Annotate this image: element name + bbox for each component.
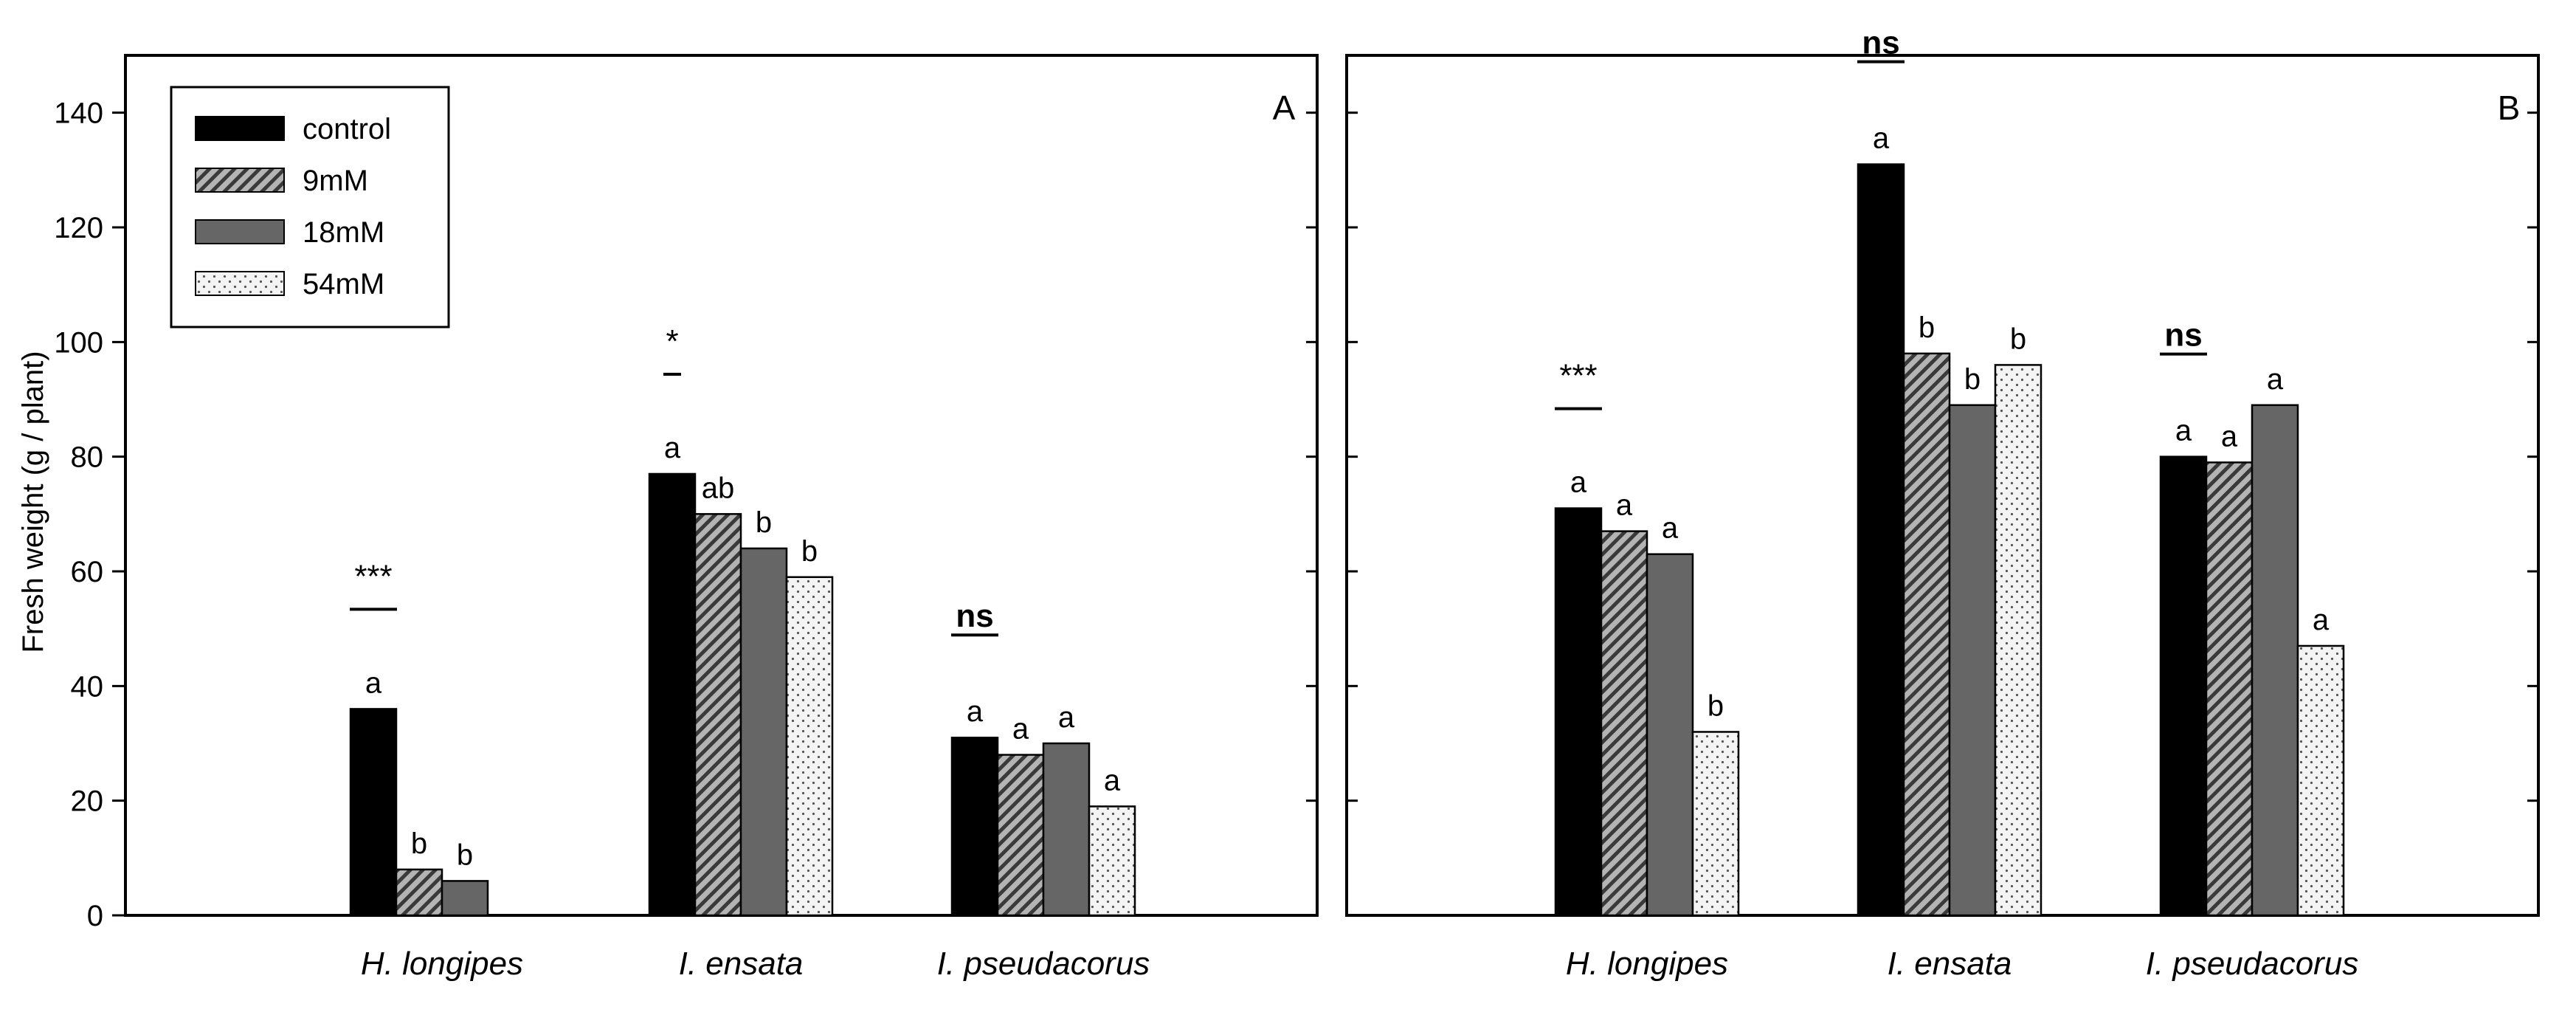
y-tick-label-120: 120 (54, 212, 103, 244)
bar-A-1-18mM (739, 547, 788, 917)
letter-B-2-control: a (2175, 415, 2192, 447)
category-label-B-0: H. longipes (1566, 946, 1728, 982)
y-tick-label-140: 140 (54, 97, 103, 130)
bar-A-2-control (950, 736, 999, 917)
letter-B-0-18mM: a (1662, 512, 1679, 545)
bar-A-1-control (648, 472, 697, 917)
letter-A-1-18mM: b (756, 506, 772, 539)
category-label-A-0: H. longipes (361, 946, 523, 982)
bar-A-2-9mM (996, 754, 1045, 917)
bar-B-2-54mM (2296, 644, 2345, 917)
letter-B-1-54mM: b (2010, 323, 2026, 355)
legend-label-9mM: 9mM (303, 165, 368, 197)
bar-A-2-18mM (1042, 742, 1091, 917)
bar-A-1-9mM (694, 513, 742, 917)
letter-A-0-control: a (365, 667, 382, 699)
axes-layer: 0 20 40 60 80 100 120 140 H. longipes I. ensata I.… (54, 97, 2538, 982)
significance-B-0: *** (1559, 358, 1597, 394)
bar-B-2-18mM (2251, 404, 2299, 917)
letter-B-1-control: a (1873, 123, 1890, 155)
letter-A-2-9mM: a (1012, 713, 1029, 746)
bar-B-1-control (1857, 163, 1905, 917)
significance-A-1: * (666, 323, 678, 359)
legend-label-control: control (303, 113, 391, 145)
letter-A-2-control: a (967, 695, 984, 728)
bar-A-1-54mM (785, 576, 834, 917)
letter-B-1-18mM: b (1964, 363, 1981, 396)
letter-A-2-18mM: a (1058, 701, 1075, 734)
letter-B-2-18mM: a (2267, 363, 2284, 396)
legend-swatch-18mM (195, 219, 285, 244)
letter-B-0-54mM: b (1707, 689, 1724, 722)
legend: control 9mM 18mM 54mM (170, 86, 450, 328)
legend-label-54mM: 54mM (303, 268, 384, 300)
y-tick-label-40: 40 (71, 670, 104, 703)
bar-B-2-9mM (2205, 461, 2254, 917)
bar-B-0-18mM (1646, 553, 1694, 917)
category-label-A-2: I. pseudacorus (937, 946, 1150, 982)
y-tick-label-20: 20 (71, 785, 104, 818)
bar-A-2-54mM (1088, 805, 1136, 917)
significance-B-1: ns (1862, 25, 1899, 61)
bar-A-0-9mM (395, 868, 443, 917)
category-label-B-2: I. pseudacorus (2146, 946, 2359, 982)
letter-A-1-54mM: b (801, 535, 818, 568)
category-label-B-1: I. ensata (1888, 946, 2012, 982)
letter-A-0-9mM: b (411, 828, 427, 860)
y-tick-label-60: 60 (71, 556, 104, 588)
legend-swatch-control (195, 116, 285, 141)
bar-B-0-9mM (1600, 530, 1648, 917)
legend-swatch-9mM (195, 168, 285, 193)
significance-A-2: ns (956, 598, 993, 634)
panel-b-label: B (2498, 89, 2521, 127)
bar-B-1-9mM (1902, 352, 1951, 917)
bar-A-0-18mM (441, 880, 489, 917)
y-tick-label-80: 80 (71, 441, 104, 474)
letter-B-2-54mM: a (2313, 604, 2330, 636)
y-tick-label-100: 100 (54, 326, 103, 359)
letter-B-0-control: a (1570, 467, 1587, 499)
significance-B-2: ns (2164, 317, 2202, 354)
letter-A-1-9mM: ab (702, 472, 735, 504)
letter-B-2-9mM: a (2221, 420, 2238, 453)
bar-A-0-control (349, 708, 398, 917)
bar-B-2-control (2159, 455, 2208, 917)
letter-B-0-9mM: a (1616, 489, 1633, 522)
panel-a-label: A (1273, 89, 1296, 127)
legend-label-18mM: 18mM (303, 216, 384, 249)
y-tick-label-0: 0 (87, 900, 103, 932)
legend-swatch-54mM (195, 271, 285, 296)
bar-B-1-18mM (1948, 404, 1997, 917)
letter-A-2-54mM: a (1104, 764, 1121, 796)
y-axis-label: Fresh weight (g / plant) (17, 351, 49, 653)
category-label-A-1: I. ensata (679, 946, 804, 982)
bar-B-0-54mM (1691, 731, 1740, 917)
significance-A-0: *** (354, 558, 392, 594)
bar-B-1-54mM (1994, 364, 2043, 917)
letter-A-1-control: a (664, 432, 681, 464)
letter-A-0-18mM: b (457, 839, 473, 871)
letter-B-1-9mM: b (1919, 312, 1935, 344)
bar-B-0-control (1554, 507, 1603, 917)
